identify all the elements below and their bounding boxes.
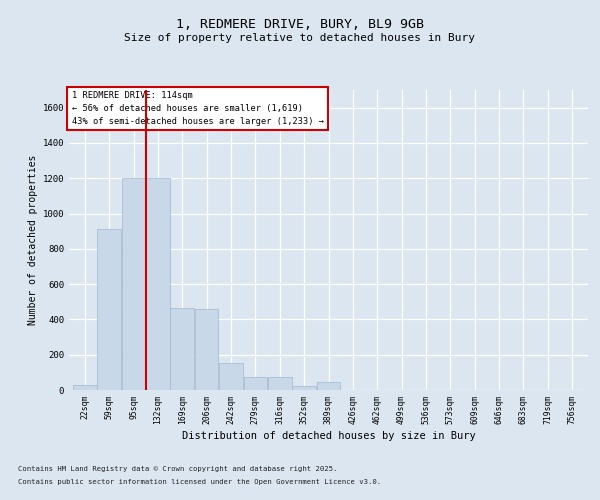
Bar xyxy=(122,178,145,390)
Bar xyxy=(244,377,267,390)
X-axis label: Distribution of detached houses by size in Bury: Distribution of detached houses by size … xyxy=(182,431,475,441)
Bar xyxy=(268,378,292,390)
Bar xyxy=(73,385,97,390)
Bar xyxy=(292,386,316,390)
Text: Contains public sector information licensed under the Open Government Licence v3: Contains public sector information licen… xyxy=(18,479,381,485)
Bar xyxy=(317,382,340,390)
Bar xyxy=(219,362,243,390)
Bar xyxy=(146,178,170,390)
Text: 1, REDMERE DRIVE, BURY, BL9 9GB: 1, REDMERE DRIVE, BURY, BL9 9GB xyxy=(176,18,424,30)
Y-axis label: Number of detached properties: Number of detached properties xyxy=(28,155,38,325)
Bar xyxy=(195,309,218,390)
Bar xyxy=(170,308,194,390)
Text: Contains HM Land Registry data © Crown copyright and database right 2025.: Contains HM Land Registry data © Crown c… xyxy=(18,466,337,472)
Bar xyxy=(97,230,121,390)
Text: 1 REDMERE DRIVE: 114sqm
← 56% of detached houses are smaller (1,619)
43% of semi: 1 REDMERE DRIVE: 114sqm ← 56% of detache… xyxy=(71,92,323,126)
Text: Size of property relative to detached houses in Bury: Size of property relative to detached ho… xyxy=(125,33,476,43)
